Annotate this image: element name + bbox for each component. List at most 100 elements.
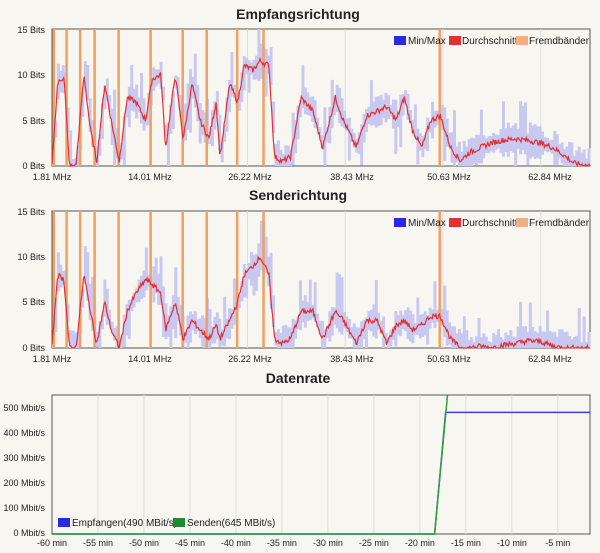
foreign-band — [235, 211, 239, 348]
minmax-bar — [296, 316, 300, 330]
minmax-bar — [132, 292, 136, 308]
minmax-bar — [374, 279, 378, 339]
y-tick-label: 5 Bits — [22, 116, 45, 126]
minmax-bar — [316, 313, 320, 328]
minmax-bar — [201, 110, 205, 136]
minmax-bar — [83, 246, 87, 284]
chart-datenrate: Datenrate 0 Mbit/s 100 Mbit/s 200 Mbit/s… — [3, 370, 591, 548]
minmax-bar — [484, 336, 488, 348]
minmax-bar — [416, 297, 420, 336]
minmax-bar — [291, 318, 295, 348]
x-tick-label: -45 min — [175, 538, 205, 548]
minmax-bar — [475, 336, 479, 348]
minmax-bar — [553, 130, 557, 165]
minmax-bar — [570, 142, 574, 166]
minmax-bar — [122, 314, 126, 348]
minmax-bar — [475, 134, 479, 166]
minmax-bar — [509, 329, 513, 348]
minmax-bar — [472, 341, 476, 348]
minmax-bar — [367, 106, 371, 125]
minmax-bar — [120, 335, 124, 348]
foreign-band — [181, 211, 184, 348]
minmax-bar — [264, 236, 268, 274]
minmax-bar — [69, 130, 73, 166]
minmax-bar — [137, 279, 141, 303]
minmax-bar — [504, 332, 508, 348]
minmax-bar — [389, 105, 393, 117]
minmax-bar — [259, 220, 263, 271]
minmax-bar — [137, 97, 141, 113]
minmax-bar — [105, 288, 109, 325]
minmax-bar — [135, 84, 139, 119]
minmax-bar — [516, 128, 520, 149]
minmax-bar — [318, 320, 322, 334]
minmax-bar — [159, 256, 163, 305]
minmax-bar — [81, 289, 85, 308]
foreign-band — [78, 29, 82, 166]
minmax-bar — [203, 112, 207, 143]
minmax-bar — [340, 277, 344, 335]
minmax-bar — [523, 102, 527, 155]
foreign-band — [117, 29, 120, 166]
minmax-bar — [338, 274, 342, 333]
minmax-bar — [169, 306, 173, 348]
minmax-bar — [269, 47, 273, 85]
minmax-bar — [545, 310, 549, 348]
minmax-bar — [423, 134, 427, 150]
minmax-bar — [538, 326, 542, 348]
minmax-bar — [587, 331, 591, 348]
series-line-1 — [52, 394, 449, 535]
minmax-bar — [237, 295, 241, 309]
minmax-bar — [125, 106, 129, 118]
x-tick-label: 50.63 MHz — [427, 172, 471, 182]
minmax-bar — [448, 132, 452, 148]
chart-title: Senderichtung — [249, 187, 347, 203]
minmax-bar — [580, 342, 584, 348]
minmax-bar — [232, 278, 236, 325]
minmax-bar — [350, 327, 354, 339]
minmax-bar — [479, 109, 483, 164]
minmax-bar — [489, 135, 493, 152]
minmax-bar — [318, 126, 322, 139]
minmax-bar — [482, 333, 486, 348]
minmax-bar — [321, 320, 324, 348]
minmax-bar — [66, 304, 70, 322]
minmax-bar — [113, 328, 117, 341]
minmax-bar — [391, 99, 395, 129]
minmax-bar — [69, 330, 73, 348]
minmax-bar — [365, 109, 368, 133]
minmax-bar — [98, 134, 102, 156]
minmax-bar — [100, 314, 104, 330]
minmax-bar — [242, 56, 246, 91]
minmax-bar — [479, 337, 483, 348]
minmax-bar — [528, 302, 532, 348]
minmax-bar — [460, 333, 464, 348]
minmax-bar — [328, 311, 332, 342]
minmax-bar — [108, 95, 112, 113]
minmax-bar — [406, 307, 410, 340]
legend-swatch-avg — [449, 36, 461, 45]
minmax-bar — [330, 307, 334, 336]
minmax-bar — [115, 127, 119, 159]
legend-label: Durchschnitt — [462, 218, 518, 229]
minmax-bar — [570, 339, 574, 348]
minmax-bar — [225, 97, 229, 132]
legend-swatch-minmax — [394, 36, 406, 45]
minmax-bar — [269, 252, 273, 310]
minmax-bar — [176, 77, 180, 96]
minmax-bar — [281, 325, 285, 348]
minmax-bar — [140, 72, 143, 124]
minmax-bar — [577, 308, 581, 348]
minmax-bar — [215, 90, 219, 116]
minmax-bar — [418, 314, 422, 339]
minmax-bar — [470, 337, 474, 348]
minmax-bar — [291, 112, 295, 166]
minmax-bar — [531, 326, 535, 348]
minmax-bar — [421, 313, 425, 337]
minmax-bar — [276, 140, 280, 166]
minmax-bar — [526, 331, 530, 348]
minmax-bar — [440, 104, 444, 131]
minmax-bar — [440, 308, 444, 326]
foreign-band — [78, 211, 82, 348]
legend-swatch-senden — [173, 518, 185, 527]
